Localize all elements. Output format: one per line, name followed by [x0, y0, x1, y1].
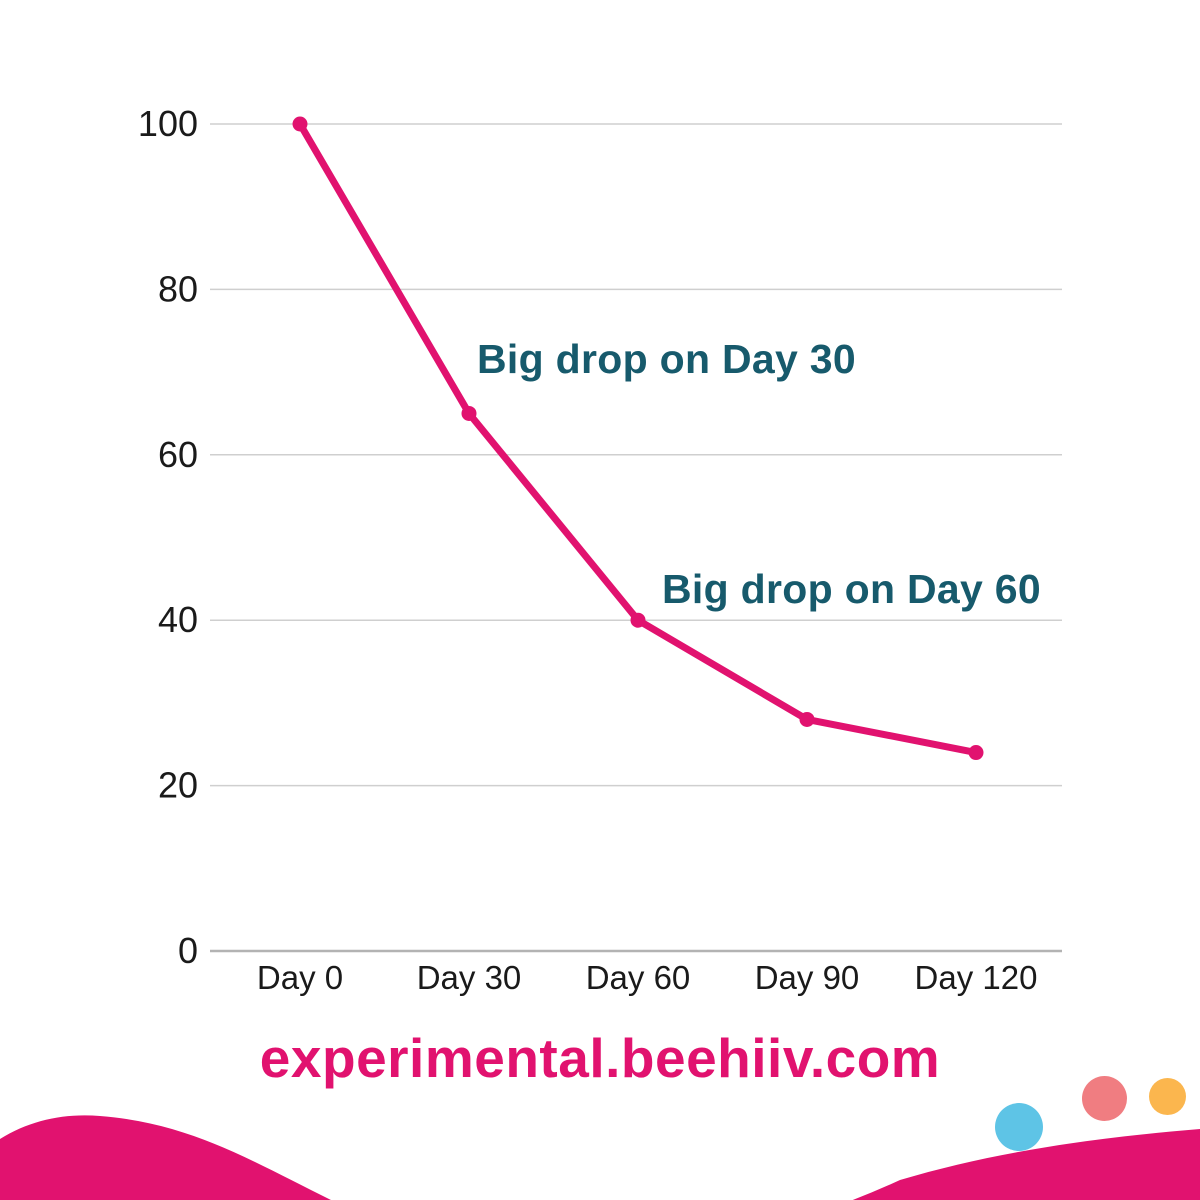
y-tick-label: 60 [158, 434, 198, 475]
x-tick-label: Day 90 [755, 959, 860, 996]
y-tick-label: 100 [138, 103, 198, 144]
x-tick-label: Day 30 [417, 959, 522, 996]
data-point-marker [799, 711, 815, 727]
data-point-marker [968, 745, 984, 761]
website-url: experimental.beehiiv.com [259, 1027, 941, 1089]
annotation-day30: Big drop on Day 30 [477, 336, 857, 382]
x-tick-label: Day 0 [257, 959, 343, 996]
data-point-marker [461, 405, 477, 421]
y-tick-label: 0 [178, 930, 198, 971]
data-point-marker [292, 116, 308, 132]
decor-circle-blue [995, 1103, 1043, 1151]
data-point-marker [630, 612, 646, 628]
decor-circle-red [1082, 1076, 1127, 1121]
annotation-day60: Big drop on Day 60 [662, 566, 1042, 612]
y-tick-label: 20 [158, 765, 198, 806]
decor-circle-yellow [1149, 1078, 1186, 1115]
x-tick-label: Day 60 [586, 959, 691, 996]
x-tick-label: Day 120 [915, 959, 1038, 996]
y-tick-label: 40 [158, 599, 198, 640]
y-tick-label: 80 [158, 268, 198, 309]
wave-shape [0, 1115, 1200, 1200]
